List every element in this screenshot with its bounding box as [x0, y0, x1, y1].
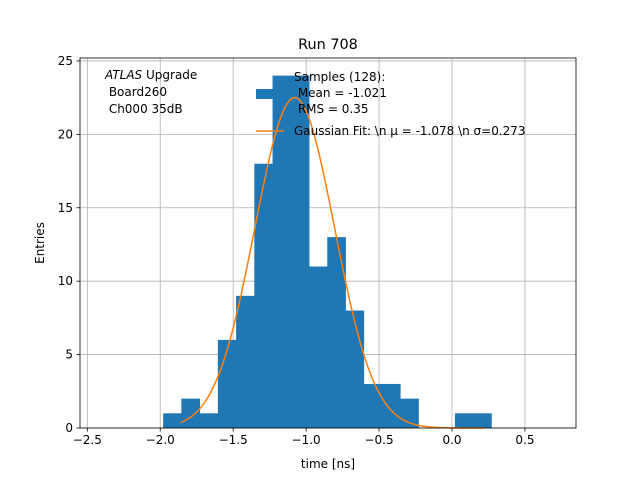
x-tick-label: 0.0 — [442, 433, 461, 447]
annotation-channel: Ch000 35dB — [105, 102, 183, 116]
y-tick-label: 5 — [65, 348, 73, 362]
histogram-bar — [199, 413, 219, 428]
y-axis-label: Entries — [33, 222, 47, 264]
plot-frame — [79, 57, 577, 429]
histogram-bar — [309, 266, 328, 428]
histogram-bar — [254, 163, 273, 428]
svg-text:ATLAS Upgrade: ATLAS Upgrade — [104, 68, 197, 82]
atlas-annotation: ATLAS Upgrade Board260 Ch000 35dB — [104, 68, 197, 116]
y-tick-label: 0 — [65, 421, 73, 435]
histogram-bar — [363, 383, 383, 428]
histogram-bar — [236, 295, 255, 428]
histogram-bar — [181, 398, 201, 428]
legend-hist-swatch — [256, 89, 284, 99]
x-tick-label: −2.5 — [73, 433, 102, 447]
gaussian-fit-curve — [180, 96, 485, 429]
legend: Samples (128): Mean = -1.021 RMS = 0.35 … — [256, 70, 526, 138]
histogram-bar — [345, 310, 365, 428]
histogram-bar — [163, 413, 182, 428]
atlas-italic-label: ATLAS — [104, 68, 143, 82]
x-tick-label: −1.0 — [292, 433, 321, 447]
x-axis-label: time [ns] — [301, 457, 355, 471]
x-axis-ticks: −2.5 −2.0 −1.5 −1.0 −0.5 0.0 0.5 — [73, 428, 534, 447]
legend-fit-label: Gaussian Fit: \n μ = -1.078 \n σ=0.273 — [294, 124, 526, 138]
x-tick-label: 0.5 — [515, 433, 534, 447]
histogram-bar — [454, 413, 474, 428]
fit-curve-line — [180, 96, 485, 429]
chart-title: Run 708 — [298, 37, 358, 53]
histogram-bar — [473, 413, 492, 428]
atlas-upgrade-label: Upgrade — [142, 68, 197, 82]
y-axis-ticks: 0 5 10 15 20 25 — [58, 54, 80, 435]
legend-hist-line-1: Samples (128): — [294, 70, 385, 84]
legend-hist-line-2: Mean = -1.021 — [294, 86, 387, 100]
histogram-bar — [272, 75, 292, 428]
y-tick-label: 25 — [58, 54, 73, 68]
annotation-board: Board260 — [105, 85, 167, 99]
histogram-bar — [290, 75, 310, 428]
histogram-bar — [327, 237, 346, 428]
legend-hist-line-3: RMS = 0.35 — [294, 102, 369, 116]
y-tick-label: 20 — [58, 127, 73, 141]
x-tick-label: −2.0 — [146, 433, 175, 447]
y-tick-label: 10 — [58, 274, 73, 288]
x-tick-label: −1.5 — [219, 433, 248, 447]
y-tick-label: 15 — [58, 201, 73, 215]
x-tick-label: −0.5 — [364, 433, 393, 447]
histogram-bar — [381, 383, 401, 428]
histogram-bar — [217, 339, 237, 428]
